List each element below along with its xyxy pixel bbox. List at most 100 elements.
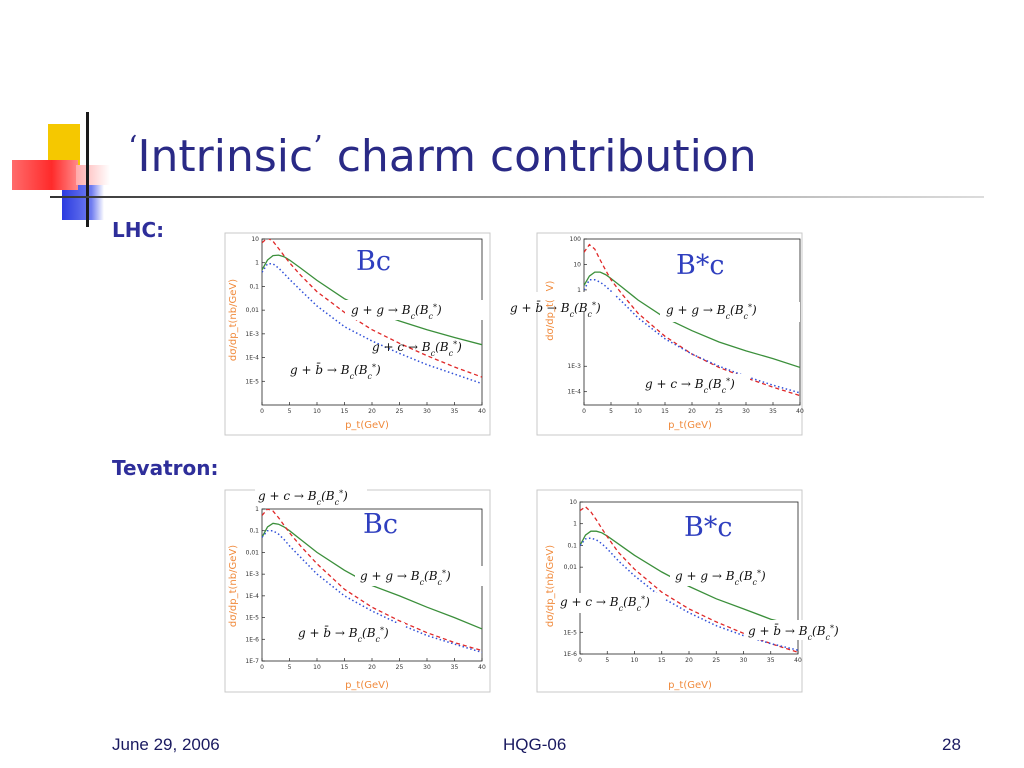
x-tick-label: 10 bbox=[313, 408, 321, 415]
curve-gc bbox=[262, 509, 482, 652]
x-tick-label: 30 bbox=[423, 664, 431, 671]
process-label-gg: g + g → Bc(Bc*) bbox=[351, 303, 442, 321]
x-tick-label: 40 bbox=[794, 657, 802, 664]
curve-gg bbox=[262, 254, 482, 346]
y-tick-label: 1 bbox=[255, 260, 259, 267]
chart-lhc-bc: 0 5 10 15 20 25 30 35 40 10 1 0,1 0,01 1E-3 1E-4 1E-5 g … bbox=[224, 232, 491, 436]
x-tick-label: 15 bbox=[661, 408, 669, 415]
title-close-quote: ’ bbox=[313, 130, 323, 165]
x-tick-label: 5 bbox=[609, 408, 613, 415]
y-tick-label: 0,1 bbox=[567, 542, 577, 549]
y-tick-label: 1E-6 bbox=[245, 636, 259, 643]
deco-vertical-line bbox=[86, 112, 89, 227]
label-box bbox=[745, 620, 855, 640]
x-tick-label: 15 bbox=[658, 657, 666, 664]
y-axis-label: dσ/dp_t(nb/GeV) bbox=[545, 545, 556, 627]
curve-gb bbox=[262, 263, 482, 385]
x-tick-label: 20 bbox=[368, 664, 376, 671]
y-tick-label: 1E-4 bbox=[245, 593, 259, 600]
x-tick-label: 20 bbox=[368, 408, 376, 415]
x-tick-label: 0 bbox=[260, 664, 264, 671]
footer-date: June 29, 2006 bbox=[112, 735, 220, 754]
y-axis-label-tail: V) bbox=[545, 281, 556, 292]
label-box bbox=[345, 300, 485, 320]
chart-label: B*c bbox=[684, 512, 732, 543]
process-label-gg: g + g → Bc(Bc*) bbox=[360, 569, 451, 587]
y-axis-label: dσ/dp_t(nb/GeV) bbox=[228, 545, 239, 627]
slide-title: ‘Intrinsic’ charm contribution bbox=[128, 130, 757, 182]
y-tick-label: 1 bbox=[573, 521, 577, 528]
x-axis-label: p_t(GeV) bbox=[345, 680, 389, 691]
x-tick-label: 30 bbox=[423, 408, 431, 415]
chart-frame bbox=[224, 489, 491, 693]
chart-frame bbox=[536, 232, 803, 436]
y-tick-label: 1E-5 bbox=[563, 629, 577, 636]
title-word: Intrinsic bbox=[137, 131, 314, 182]
x-tick-label: 0 bbox=[582, 408, 586, 415]
curve-gg bbox=[580, 530, 798, 627]
label-box bbox=[255, 486, 367, 506]
x-tick-label: 5 bbox=[288, 664, 292, 671]
x-tick-label: 35 bbox=[769, 408, 777, 415]
x-axis-label: p_t(GeV) bbox=[668, 420, 712, 431]
y-tick-label: 10 bbox=[569, 499, 577, 506]
label-box bbox=[505, 292, 615, 312]
x-tick-label: 25 bbox=[396, 408, 404, 415]
process-label-gc: g + c → Bc(Bc*) bbox=[258, 489, 348, 507]
x-tick-label: 30 bbox=[742, 408, 750, 415]
y-tick-label: 0,1 bbox=[249, 528, 259, 535]
y-tick-label: 1E-3 bbox=[245, 331, 259, 338]
x-tick-label: 5 bbox=[605, 657, 609, 664]
x-tick-label: 0 bbox=[578, 657, 582, 664]
title-rest: charm contribution bbox=[322, 131, 757, 182]
chart-tev-bstarc: 0 5 10 15 20 25 30 35 40 10 1 0,1 0,01 1E-5 1E-6 g + g … bbox=[536, 489, 855, 693]
title-open-quote: ‘ bbox=[128, 130, 138, 165]
y-tick-label: 1E-6 bbox=[563, 651, 577, 658]
y-tick-label: 1E-3 bbox=[567, 363, 581, 370]
y-tick-label: 1E-4 bbox=[245, 355, 259, 362]
process-label-gc: g + c → Bc(Bc*) bbox=[372, 340, 462, 358]
x-tick-label: 20 bbox=[685, 657, 693, 664]
x-tick-label: 25 bbox=[396, 664, 404, 671]
chart-label: Bc bbox=[363, 509, 398, 540]
process-label-gc: g + c → Bc(Bc*) bbox=[645, 377, 735, 395]
deco-red-fade bbox=[76, 165, 110, 185]
label-box bbox=[555, 593, 665, 613]
chart-frame bbox=[536, 489, 803, 693]
x-tick-label: 30 bbox=[740, 657, 748, 664]
y-tick-label: 1E-3 bbox=[245, 571, 259, 578]
process-label-gg: g + g → Bc(Bc*) bbox=[666, 303, 757, 321]
x-tick-label: 10 bbox=[631, 657, 639, 664]
y-tick-label: 10 bbox=[251, 236, 259, 243]
chart-label: B*c bbox=[676, 250, 724, 281]
curve-gg bbox=[584, 271, 800, 369]
x-tick-label: 40 bbox=[478, 408, 486, 415]
y-tick-label: 1E-5 bbox=[245, 615, 259, 622]
chart-frame bbox=[224, 232, 491, 436]
x-tick-label: 25 bbox=[715, 408, 723, 415]
deco-red-bar bbox=[12, 160, 78, 190]
process-label-gb: g + b̄ → Bc(Bc*) bbox=[298, 624, 389, 643]
section-tevatron: Tevatron: bbox=[112, 456, 219, 480]
footer-center: HQG-06 bbox=[503, 735, 567, 754]
label-box bbox=[640, 374, 750, 394]
curve-gb bbox=[262, 529, 482, 654]
process-label-gg: g + g → Bc(Bc*) bbox=[675, 569, 766, 587]
y-tick-label: 1 bbox=[577, 287, 581, 294]
x-tick-label: 40 bbox=[478, 664, 486, 671]
curve-gg bbox=[262, 522, 482, 630]
y-tick-label: 1E-7 bbox=[245, 658, 259, 665]
x-tick-label: 20 bbox=[688, 408, 696, 415]
section-lhc: LHC: bbox=[112, 218, 165, 242]
x-axis-label: p_t(GeV) bbox=[345, 420, 389, 431]
deco-logo bbox=[0, 0, 984, 230]
x-tick-label: 40 bbox=[796, 408, 804, 415]
x-tick-label: 10 bbox=[313, 664, 321, 671]
x-tick-label: 0 bbox=[260, 408, 264, 415]
y-tick-label: 10 bbox=[573, 261, 581, 268]
process-label-gb: g + b̄ → Bc(Bc*) bbox=[510, 299, 601, 318]
y-axis-label: dσ/dp_t( bbox=[545, 299, 556, 341]
process-label-gb: g + b̄ → Bc(Bc*) bbox=[748, 622, 839, 641]
y-tick-label: 0,01 bbox=[246, 307, 260, 314]
